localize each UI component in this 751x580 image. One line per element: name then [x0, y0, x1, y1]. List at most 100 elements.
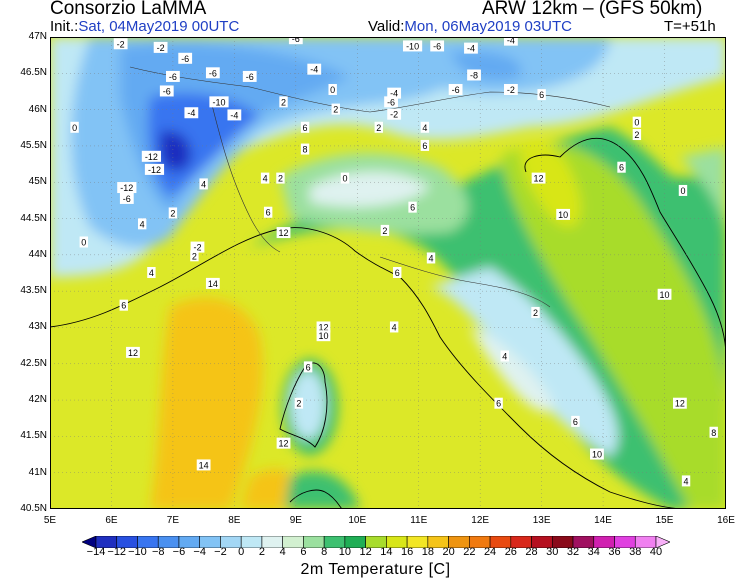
- temperature-value-label: -2: [113, 38, 128, 50]
- lon-tick-label: 10E: [348, 515, 367, 526]
- svg-text:4: 4: [263, 174, 268, 184]
- temperature-value-label: -2: [504, 84, 518, 96]
- temperature-value-label: 12: [126, 346, 140, 358]
- colorbar-level-label: 18: [421, 546, 434, 558]
- temperature-value-label: -10: [402, 40, 423, 52]
- svg-text:4: 4: [422, 123, 427, 133]
- temperature-value-label: 2: [279, 96, 288, 108]
- forecast-step: T=+51h: [664, 18, 716, 35]
- svg-text:4: 4: [684, 476, 689, 486]
- temperature-value-label: 4: [681, 475, 691, 487]
- lon-tick-label: 15E: [655, 515, 674, 526]
- svg-text:10: 10: [558, 210, 568, 220]
- svg-text:0: 0: [680, 186, 685, 196]
- lon-tick-label: 8E: [228, 515, 241, 526]
- lon-tick-label: 11E: [410, 515, 428, 526]
- temperature-value-label: 0: [632, 116, 642, 128]
- colorbar-level-label: −2: [214, 546, 227, 558]
- temperature-value-label: 8: [709, 426, 718, 438]
- lat-tick-label: 44.5N: [20, 212, 47, 224]
- temperature-value-label: -6: [288, 37, 303, 45]
- lon-tick-label: 16E: [717, 515, 735, 526]
- colorbar-level-label: 2: [258, 546, 265, 558]
- svg-text:-2: -2: [193, 243, 201, 253]
- temperature-value-label: -6: [178, 52, 193, 64]
- svg-text:-10: -10: [212, 97, 225, 107]
- svg-text:-4: -4: [310, 65, 318, 75]
- svg-text:-8: -8: [470, 70, 478, 80]
- svg-text:-6: -6: [246, 72, 254, 82]
- colorbar-title: 2m Temperature [C]: [300, 561, 451, 578]
- lat-tick-label: 43N: [28, 321, 47, 333]
- colorbar-level-label: −12: [107, 546, 127, 558]
- svg-text:-4: -4: [467, 44, 475, 54]
- temperature-value-label: 12: [276, 227, 291, 239]
- svg-text:6: 6: [573, 417, 578, 427]
- colorbar-level-label: 20: [442, 546, 455, 558]
- svg-text:0: 0: [72, 123, 77, 133]
- svg-text:-6: -6: [433, 41, 441, 51]
- temperature-value-label: -2: [387, 108, 402, 120]
- svg-text:2: 2: [296, 399, 301, 409]
- colorbar-level-label: 8: [321, 546, 328, 558]
- colorbar-level-label: 10: [338, 546, 351, 558]
- colorbar-level-label: 22: [463, 546, 476, 558]
- temperature-value-label: 6: [119, 299, 128, 311]
- svg-text:-12: -12: [145, 152, 158, 162]
- lat-tick-label: 41N: [28, 466, 47, 478]
- svg-text:4: 4: [201, 179, 206, 189]
- temperature-value-label: 2: [190, 250, 199, 262]
- temperature-value-label: 14: [196, 459, 211, 471]
- temperature-value-label: -4: [504, 37, 518, 46]
- lon-tick-label: 5E: [43, 515, 57, 526]
- temperature-value-label: 12: [276, 437, 291, 449]
- temperature-value-label: 2: [531, 306, 540, 318]
- svg-text:-12: -12: [148, 165, 161, 175]
- svg-text:-2: -2: [157, 43, 165, 53]
- svg-text:-6: -6: [169, 72, 177, 82]
- svg-text:6: 6: [266, 208, 271, 218]
- temperature-value-label: 6: [420, 139, 430, 151]
- temperature-value-label: -6: [205, 67, 220, 79]
- temperature-value-label: -6: [166, 70, 180, 82]
- colorbar-level-label: −8: [151, 546, 165, 558]
- svg-text:-2: -2: [390, 110, 398, 120]
- valid-value: Mon, 06May2019 03UTC: [404, 18, 573, 35]
- temperature-value-label: 10: [590, 448, 604, 460]
- temperature-value-label: 12: [316, 321, 331, 333]
- temperature-value-label: 2: [632, 129, 642, 141]
- temperature-value-label: -6: [448, 84, 463, 96]
- svg-text:8: 8: [711, 428, 716, 438]
- svg-text:2: 2: [376, 123, 381, 133]
- temperature-value-label: 2: [380, 224, 390, 236]
- temperature-value-label: 10: [556, 208, 571, 220]
- svg-text:8: 8: [303, 145, 308, 155]
- lat-tick-label: 47N: [28, 31, 47, 42]
- svg-text:-6: -6: [387, 97, 395, 107]
- lat-tick-label: 41.5N: [20, 430, 47, 442]
- temperature-value-label: 12: [531, 172, 546, 184]
- svg-text:2: 2: [192, 251, 197, 261]
- svg-text:12: 12: [279, 228, 289, 238]
- temperature-value-label: 2: [276, 172, 285, 184]
- colorbar: [82, 536, 670, 548]
- init-label: Init.:: [50, 18, 79, 35]
- svg-text:0: 0: [342, 174, 347, 184]
- svg-text:0: 0: [634, 118, 639, 128]
- svg-text:12: 12: [318, 322, 328, 332]
- svg-text:-10: -10: [406, 41, 419, 51]
- borders: [129, 66, 611, 308]
- colorbar-level-label: 24: [483, 546, 497, 558]
- svg-text:-6: -6: [452, 85, 460, 95]
- temperature-value-label: 2: [331, 103, 340, 115]
- temperature-value-label: -2: [190, 241, 205, 253]
- temperature-value-label: 6: [571, 415, 580, 427]
- temperature-value-label: -12: [117, 182, 137, 194]
- temperature-value-label: -6: [119, 192, 134, 204]
- svg-text:-2: -2: [117, 39, 125, 49]
- svg-text:2: 2: [170, 208, 175, 218]
- colorbar-high-end: [655, 536, 670, 548]
- svg-text:4: 4: [140, 219, 145, 229]
- lat-tick-label: 43.5N: [20, 285, 47, 297]
- temperature-value-label: -10: [209, 96, 229, 108]
